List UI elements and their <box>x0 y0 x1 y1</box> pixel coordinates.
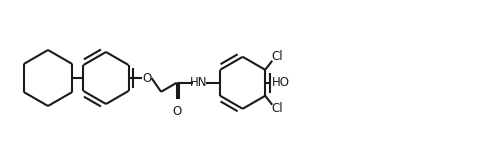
Text: O: O <box>172 105 182 118</box>
Text: HO: HO <box>272 76 290 89</box>
Text: Cl: Cl <box>272 50 283 63</box>
Text: O: O <box>142 71 151 84</box>
Text: Cl: Cl <box>272 102 283 115</box>
Text: HN: HN <box>190 76 208 89</box>
